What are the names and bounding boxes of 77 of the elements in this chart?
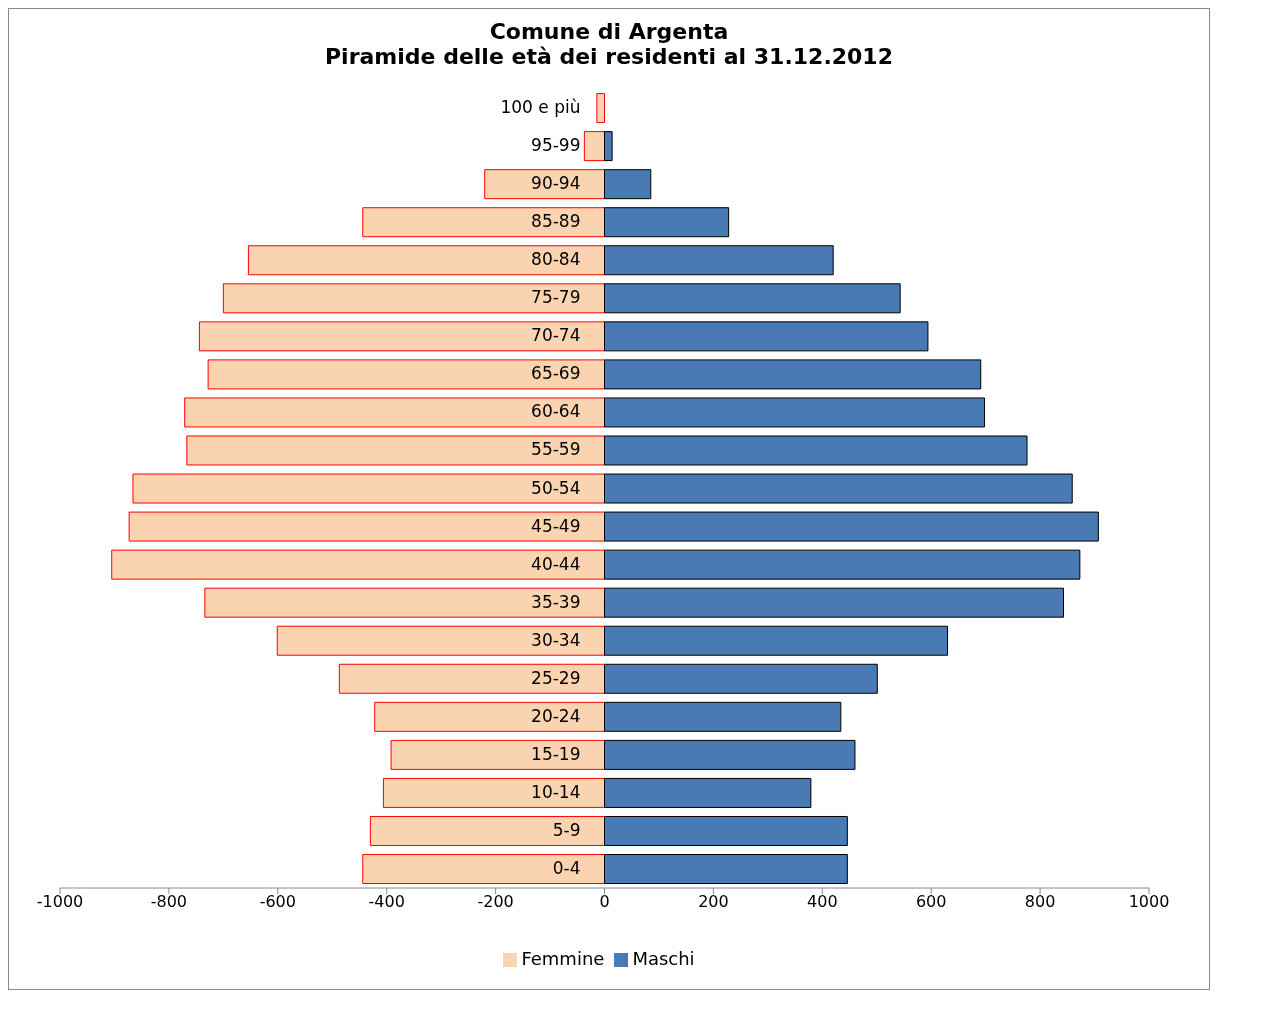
bar bbox=[604, 169, 652, 200]
y-tick-label: 80-84 bbox=[531, 249, 581, 270]
x-tick-label: -800 bbox=[150, 892, 188, 912]
bar bbox=[362, 207, 605, 238]
bar bbox=[604, 473, 1073, 504]
bar bbox=[604, 207, 730, 238]
x-tick-label: 200 bbox=[698, 892, 729, 912]
bar bbox=[604, 435, 1028, 466]
x-tick-label: -200 bbox=[477, 892, 514, 912]
x-tick-label: 800 bbox=[1024, 892, 1056, 912]
y-tick-label: 60-64 bbox=[531, 401, 581, 422]
bar bbox=[596, 93, 605, 124]
bar bbox=[604, 321, 929, 352]
bar bbox=[604, 854, 848, 885]
y-tick-label: 70-74 bbox=[531, 325, 581, 346]
bar bbox=[111, 549, 605, 580]
bar bbox=[132, 473, 605, 504]
bar bbox=[604, 587, 1065, 618]
y-tick-label: 35-39 bbox=[531, 591, 581, 612]
bar bbox=[186, 435, 605, 466]
y-tick-label: 50-54 bbox=[531, 477, 581, 498]
y-tick-label: 10-14 bbox=[531, 781, 581, 802]
bar bbox=[604, 131, 613, 162]
y-tick-label: 25-29 bbox=[531, 667, 581, 688]
bar bbox=[604, 245, 834, 276]
bar bbox=[604, 549, 1081, 580]
bar bbox=[583, 131, 605, 162]
y-tick-label: 55-59 bbox=[531, 439, 581, 460]
bar bbox=[276, 625, 605, 656]
bar bbox=[604, 815, 848, 846]
y-tick-label: 65-69 bbox=[531, 363, 581, 384]
bar bbox=[604, 663, 878, 694]
bar bbox=[362, 854, 605, 885]
x-tick-label: 0 bbox=[599, 892, 610, 912]
y-tick-label: 15-19 bbox=[531, 743, 581, 764]
y-tick-label: 90-94 bbox=[531, 173, 581, 194]
legend-label: Maschi bbox=[632, 948, 695, 969]
bar bbox=[247, 245, 605, 276]
bar bbox=[484, 169, 605, 200]
bar bbox=[222, 283, 605, 314]
y-tick-label: 40-44 bbox=[531, 553, 581, 574]
y-tick-label: 75-79 bbox=[531, 287, 581, 308]
x-tick-label: -400 bbox=[368, 892, 405, 912]
bar bbox=[604, 777, 812, 808]
x-tick-label: -600 bbox=[259, 892, 296, 912]
bar bbox=[369, 815, 605, 846]
bar bbox=[198, 321, 605, 352]
bar bbox=[338, 663, 605, 694]
x-tick-label: 600 bbox=[915, 892, 947, 912]
y-tick-label: 45-49 bbox=[531, 515, 581, 536]
bar bbox=[604, 701, 842, 732]
x-tick-label: -1000 bbox=[36, 892, 84, 912]
chart-subtitle: Piramide delle età dei residenti al 31.12.2012 bbox=[324, 44, 894, 69]
y-tick-label: 30-34 bbox=[531, 629, 581, 650]
bar bbox=[184, 397, 605, 428]
bar bbox=[604, 625, 949, 656]
y-tick-label: 100 e più bbox=[500, 97, 581, 118]
bar bbox=[374, 701, 605, 732]
x-tick-label: 400 bbox=[807, 892, 838, 912]
bar bbox=[604, 283, 901, 314]
y-tick-label: 20-24 bbox=[531, 705, 581, 726]
bar bbox=[204, 587, 605, 618]
legend-label: Femmine bbox=[521, 948, 605, 969]
bar bbox=[604, 397, 986, 428]
bar bbox=[604, 359, 982, 390]
y-tick-label: 95-99 bbox=[531, 135, 581, 156]
chart-title: Comune di Argenta bbox=[488, 19, 730, 44]
bar bbox=[128, 511, 605, 542]
bar bbox=[604, 739, 856, 770]
y-tick-label: 5-9 bbox=[552, 819, 581, 840]
bar bbox=[604, 511, 1099, 542]
x-tick-label: 1000 bbox=[1128, 892, 1170, 912]
y-tick-label: 0-4 bbox=[552, 857, 581, 878]
bar bbox=[382, 777, 605, 808]
bar bbox=[207, 359, 605, 390]
y-tick-label: 85-89 bbox=[531, 211, 581, 232]
bar bbox=[390, 739, 605, 770]
